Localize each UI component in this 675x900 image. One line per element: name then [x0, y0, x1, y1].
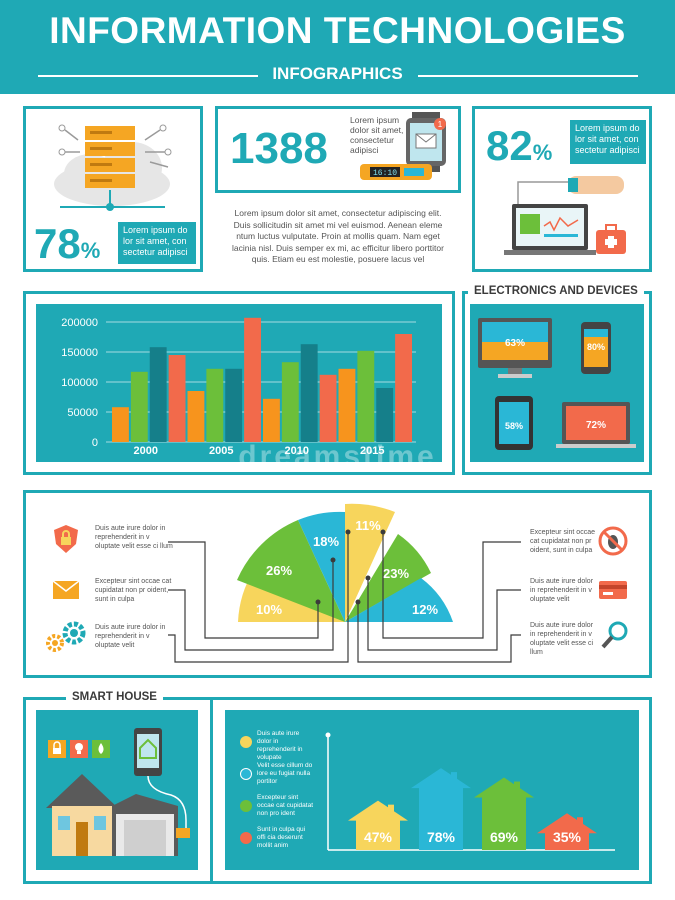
- fan-label-23: 23%: [383, 566, 409, 581]
- fan-label-26: 26%: [266, 563, 292, 578]
- subtitle-divider-left: [38, 75, 258, 77]
- monitor-stand: [508, 368, 522, 374]
- magnifier-icon: [601, 621, 628, 649]
- monitor-percent: 63%: [504, 338, 525, 349]
- bar: [130, 371, 148, 442]
- smart-house-icon: [46, 728, 190, 856]
- monitor-base: [498, 374, 532, 378]
- legend-dot-red: [240, 832, 252, 844]
- legend-text-2: Velit esse cillum do lore eu fugiat null…: [257, 762, 313, 785]
- fan-slice-23: [345, 534, 431, 622]
- bar: [149, 347, 167, 442]
- fan-slice-12: [345, 578, 453, 622]
- y-tick-label: 50000: [67, 407, 98, 419]
- no-bug-icon: [598, 526, 628, 556]
- envelope-icon: [52, 580, 80, 599]
- cloud-percent-value: 78%: [34, 220, 101, 267]
- tablet-icon: 58%: [495, 396, 533, 450]
- bar: [263, 398, 280, 442]
- house-bar: [411, 768, 471, 850]
- laptop-caption: Lorem ipsum do lor sit amet, con sectetu…: [570, 120, 646, 164]
- house-percent-label: 69%: [490, 829, 519, 845]
- tablet-percent: 58%: [504, 421, 523, 431]
- watermark: dreamstime: [238, 440, 437, 473]
- house-bar: [348, 800, 408, 850]
- gears-icon: [46, 621, 86, 652]
- laptop-device-icon: 72%: [562, 402, 630, 444]
- right-item-2-text: Duis aute irure dolor in reprehenderit i…: [530, 578, 594, 603]
- legend-text-4: Sunt in culpa qui offi cia deserunt moll…: [257, 826, 306, 849]
- legend-dot-cyan: [240, 768, 252, 780]
- bar: [225, 368, 243, 442]
- fan-label-18: 18%: [313, 534, 339, 549]
- phone-percent: 80%: [586, 342, 605, 352]
- fan-label-12: 12%: [412, 602, 438, 617]
- fan-label-10: 10%: [256, 602, 282, 617]
- house-bar: [474, 777, 534, 850]
- left-item-3-text: Duis aute irure dolor in reprehenderit i…: [95, 624, 166, 649]
- smart-house-divider: [210, 697, 213, 884]
- left-item-2-text: Excepteur sint occae cat cupidatat non p…: [95, 578, 172, 603]
- header-banner: [0, 0, 675, 94]
- intro-paragraph: Lorem ipsum dolor sit amet, consectetur …: [232, 208, 444, 264]
- y-tick-label: 100000: [61, 377, 98, 389]
- bar: [168, 355, 186, 442]
- monitor-icon: 63%: [478, 318, 552, 368]
- bar: [338, 368, 356, 442]
- bar-chart: 0 50000 100000 150000 200000 2000 2005 2010 2015: [61, 317, 416, 457]
- house-bar: [537, 813, 597, 850]
- x-tick-label: 2015: [360, 445, 384, 457]
- cloud-caption: Lorem ipsum do lor sit amet, con sectetu…: [118, 222, 196, 264]
- legend-dot-yellow: [240, 736, 252, 748]
- x-tick-label: 2000: [134, 445, 158, 457]
- watch-number-value: 1388: [230, 124, 328, 173]
- left-item-1-text: Duis aute irure dolor in reprehenderit i…: [95, 525, 173, 550]
- electronics-title: ELECTRONICS AND DEVICES: [468, 285, 644, 297]
- bar: [281, 362, 299, 442]
- right-item-3-text: Duis aute irure dolor in reprehenderit i…: [530, 622, 594, 656]
- y-tick-label: 200000: [61, 317, 98, 329]
- laptop-base: [556, 444, 636, 448]
- right-item-1-text: Excepteur sint occae cat cupidatat non p…: [530, 529, 595, 554]
- watch-caption: Lorem ipsum dolor sit amet, consectetur …: [350, 115, 404, 155]
- page-subtitle: INFOGRAPHICS: [272, 64, 403, 83]
- bar: [395, 334, 412, 442]
- bar: [376, 388, 394, 442]
- credit-card-icon: [599, 581, 627, 599]
- bar: [319, 374, 337, 442]
- fan-label-11: 11%: [355, 518, 381, 533]
- x-tick-label: 2010: [285, 445, 309, 457]
- fan-chart: 10% 26% 18% 11% 23% 12%: [168, 503, 521, 663]
- cloud-server-icon: [54, 124, 172, 211]
- bar: [300, 344, 318, 442]
- subtitle-divider-right: [418, 75, 638, 77]
- smart-house-title: SMART HOUSE: [66, 691, 163, 703]
- page-title: INFORMATION TECHNOLOGIES: [49, 10, 626, 51]
- legend-dot-green: [240, 800, 252, 812]
- band-time: 16:10: [373, 169, 397, 178]
- house-percent-label: 35%: [553, 829, 582, 845]
- phone-icon: 80%: [581, 322, 611, 374]
- smartwatch-icon: 1 16:10: [360, 112, 446, 180]
- fan-slice-26: [237, 520, 345, 622]
- legend-text-1: Duis aute irure dolor in reprehenderit i…: [257, 730, 303, 761]
- house-bar-chart: 47% 78% 69% 35%: [325, 732, 615, 851]
- y-tick-label: 0: [92, 437, 98, 449]
- house-percent-label: 47%: [364, 829, 393, 845]
- bar: [112, 407, 129, 442]
- bar: [187, 391, 205, 442]
- bar: [244, 317, 261, 442]
- legend-text-3: Excepteur sint occae cat cupidatat non p…: [257, 794, 314, 817]
- laptop-percent: 72%: [585, 420, 606, 431]
- axis-dot: [325, 732, 331, 738]
- bar: [206, 368, 224, 442]
- laptop-percent-value: 82%: [486, 122, 553, 169]
- house-percent-label: 78%: [427, 829, 456, 845]
- watch-badge: 1: [438, 120, 443, 129]
- x-tick-label: 2005: [209, 445, 233, 457]
- laptop-medical-icon: [504, 176, 626, 255]
- y-tick-label: 150000: [61, 347, 98, 359]
- bar: [357, 350, 375, 442]
- shield-lock-icon: [54, 525, 78, 553]
